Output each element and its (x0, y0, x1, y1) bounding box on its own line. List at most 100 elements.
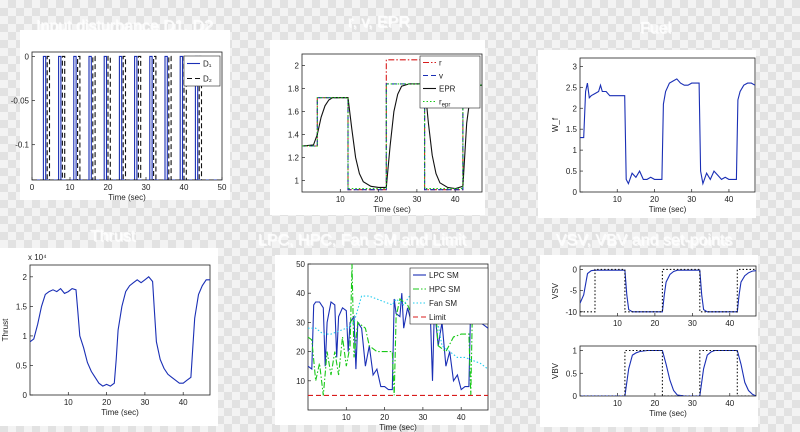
series-line-epr (302, 83, 482, 190)
chart-background (0, 248, 218, 426)
series-line-hpc-sm (308, 264, 488, 396)
legend: LPC SM HPC SM Fan SM Limit (409, 267, 489, 325)
x-tick-label: 0 (30, 183, 35, 192)
axes-box (579, 57, 756, 193)
title-vsv-vbv: VSV, VBV and set-points (556, 232, 733, 249)
y-tick-label: 30 (296, 318, 305, 327)
chart-epr: 10 20 30 40 1 1.2 1.4 1.6 1.8 2 Time (sec) rv EPR rep… (270, 40, 485, 215)
y-tick-label: 0.5 (566, 369, 578, 378)
title-thrust: Thrust (90, 228, 136, 245)
legend-label: Fan SM (429, 299, 457, 308)
y-axis-label: VSV (551, 282, 560, 299)
y-axis-label: VBV (551, 362, 560, 379)
legend-box (183, 55, 221, 87)
legend-box (409, 267, 489, 325)
y-tick-label: 0.5 (566, 167, 578, 176)
x-tick-label: 20 (650, 319, 659, 328)
y-axis-label: W_f (551, 117, 560, 132)
legend-label-subscript: epr (442, 103, 451, 109)
y-tick-label: -0.05 (11, 97, 30, 106)
x-tick-label: 30 (688, 319, 697, 328)
y-tick-label: 0 (573, 265, 578, 274)
chart-vbv: 10 20 30 40 0 0.5 1 Time (sec) VBV (551, 345, 757, 418)
x-tick-label: 40 (457, 413, 466, 422)
legend-label: repr (439, 98, 450, 109)
y-tick-label: 2 (295, 62, 300, 71)
y-tick-label: 0 (573, 392, 578, 401)
title-fuel: Fuel (640, 20, 672, 37)
x-tick-label: 30 (142, 183, 151, 192)
y-tick-label: -0.1 (15, 141, 29, 150)
x-axis-label: Time (sec) (108, 193, 146, 202)
chart-fuel: 10 20 30 40 0 0.5 1 1.5 2 2.5 3 Time (sec) W_f (538, 50, 756, 218)
legend-label: D₁ (203, 60, 212, 69)
series-line-fan-sm (308, 292, 488, 370)
x-tick-label: 20 (650, 195, 659, 204)
axes-box (301, 53, 483, 193)
x-tick-label: 10 (64, 398, 73, 407)
x-tick-label: 10 (342, 413, 351, 422)
y-tick-label: 1.8 (288, 85, 300, 94)
x-tick-label: 20 (104, 183, 113, 192)
y-tick-label: 2.5 (566, 83, 578, 92)
y-tick-label: 1.2 (288, 154, 300, 163)
y-tick-label: 2 (23, 273, 28, 282)
x-tick-label: 50 (218, 183, 227, 192)
x-axis-label: Time (sec) (649, 409, 687, 418)
x-tick-label: 10 (66, 183, 75, 192)
x-tick-label: 40 (724, 195, 733, 204)
series-line-d1 (32, 55, 222, 180)
chart-background (540, 255, 758, 427)
legend-label: LPC SM (429, 271, 459, 280)
x-tick-label: 20 (102, 398, 111, 407)
x-tick-label: 10 (613, 319, 622, 328)
y-tick-label: 1.5 (566, 125, 578, 134)
series-line-d2 (32, 55, 222, 180)
chart-background (538, 50, 756, 218)
x-tick-label: 30 (418, 413, 427, 422)
x-tick-label: 10 (613, 399, 622, 408)
y-tick-label: 1.6 (288, 108, 300, 117)
x-axis-label: Time (sec) (373, 205, 411, 214)
legend-label: EPR (439, 85, 456, 94)
series-line-vbv-set-point (580, 349, 756, 396)
x-axis-label: Time (sec) (649, 205, 687, 214)
legend-box (419, 55, 481, 109)
x-tick-label: 40 (180, 183, 189, 192)
y-tick-label: 40 (296, 289, 305, 298)
x-axis-label: Time (sec) (101, 408, 139, 417)
y-tick-label: 20 (296, 348, 305, 357)
y-tick-label: 0 (23, 391, 28, 400)
y-tick-label: 2 (573, 104, 578, 113)
legend-label: HPC SM (429, 285, 460, 294)
y-tick-label: -10 (565, 308, 577, 317)
x-tick-label: 40 (725, 399, 734, 408)
y-tick-label: 1.5 (16, 302, 28, 311)
series-line-thrust (30, 276, 210, 387)
axes-box (29, 264, 211, 396)
series-line-wf (580, 78, 755, 186)
title-sm-limit: LPC, HPC, Fan SM and Limit (258, 232, 467, 249)
legend-label: v (439, 72, 443, 81)
series-line-vsv-set-point (580, 268, 756, 313)
x-tick-label: 40 (451, 195, 460, 204)
x-tick-label: 40 (179, 398, 188, 407)
series-line-lpc-sm (308, 287, 488, 391)
x-tick-label: 20 (650, 399, 659, 408)
chart-sm: 10 20 30 40 10 20 30 40 50 Time (sec) LPC SM HPC SM… (275, 255, 490, 432)
y-tick-label: 1 (23, 332, 28, 341)
x-tick-label: 30 (688, 399, 697, 408)
chart-dist: 0 10 20 30 40 50 0 -0.05 -0.1 Time (sec) D₁ D₂ (11, 30, 230, 202)
title-r-v-epr: r, v, EPR (348, 14, 410, 31)
x-tick-label: 40 (725, 319, 734, 328)
x-tick-label: 30 (412, 195, 421, 204)
y-tick-label: 1 (573, 347, 578, 356)
y-tick-label: 3 (573, 62, 578, 71)
legend: D₁ D₂ (183, 55, 221, 87)
x-tick-label: 20 (380, 413, 389, 422)
y-scale-label: x 10⁴ (28, 253, 47, 262)
legend-label: D₂ (203, 75, 212, 84)
y-tick-label: -5 (570, 287, 578, 296)
y-tick-label: 1 (295, 177, 300, 186)
